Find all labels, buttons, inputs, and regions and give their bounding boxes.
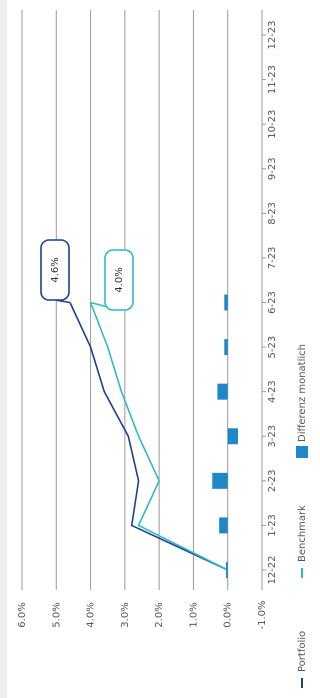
x-tick-label: 9-23 [267,157,278,180]
bar [226,562,228,578]
x-tick-label: 12-22 [267,555,278,584]
legend-label: Benchmark [297,505,308,562]
bar [219,517,228,534]
y-tick-label: 0.0% [223,602,234,627]
y-tick-label: -1.0% [257,600,268,629]
x-tick-label: 1-23 [267,514,278,537]
y-tick-label: 5.0% [51,602,62,627]
x-tick-label: 4-23 [267,380,278,403]
x-tick-label: 10-23 [267,110,278,139]
y-tick-label: 6.0% [17,602,28,627]
callout-box [40,239,70,301]
line-series [69,302,229,571]
side-strip [0,0,7,698]
bar [217,383,228,400]
x-tick-label: 2-23 [267,469,278,492]
callout-box [104,249,134,311]
callout-label: 4.0% [114,267,125,292]
x-tick-label: 11-23 [267,65,278,94]
y-tick-label: 3.0% [120,602,131,627]
legend-swatch [296,446,308,458]
bar [224,294,228,311]
x-tick-label: 7-23 [267,247,278,270]
line-series [89,302,229,571]
bar [224,339,228,356]
legend-label: Differenz monatlich [297,344,308,442]
bar [227,428,238,445]
x-tick-label: 3-23 [267,425,278,448]
callout-label: 4.6% [50,257,61,282]
x-tick-label: 12-23 [267,20,278,49]
y-tick-label: 2.0% [154,602,165,627]
y-tick-label: 4.0% [86,602,97,627]
bar [212,472,228,489]
x-tick-label: 6-23 [267,291,278,314]
x-tick-label: 8-23 [267,202,278,225]
rotated-chart: -1.0% 0.0% 1.0% 2.0% 3.0% 4.0% 5.0% 6.0% 12-22 1-… [17,10,308,688]
y-tick-label: 1.0% [188,602,199,627]
legend-label: Portfolio [297,631,308,672]
x-tick-label: 5-23 [267,336,278,359]
